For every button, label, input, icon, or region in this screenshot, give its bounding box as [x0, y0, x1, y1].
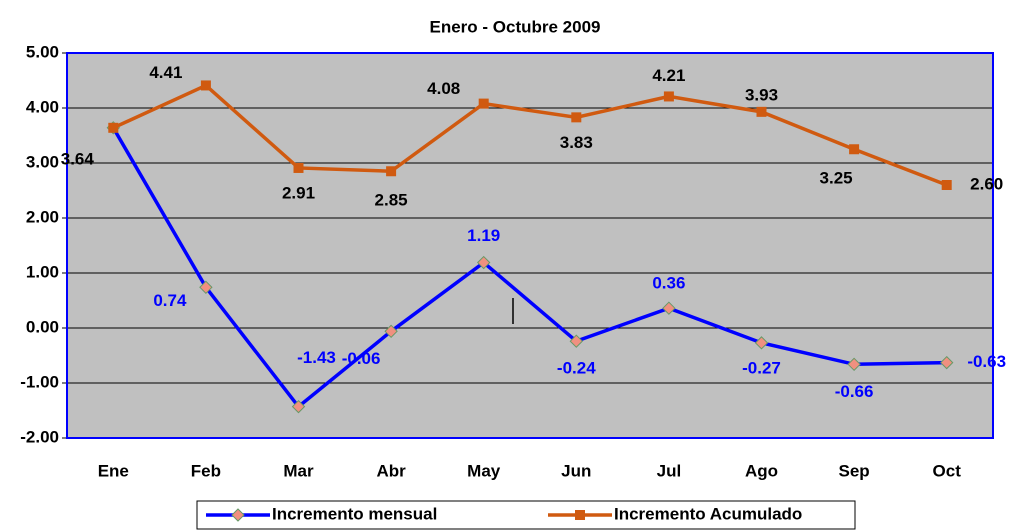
- x-tick-label: Jul: [657, 461, 682, 480]
- y-tick-label: 3.00: [26, 152, 59, 171]
- x-tick-label: Ago: [745, 461, 778, 480]
- y-tick-label: 4.00: [26, 97, 59, 116]
- series-line: [112, 83, 948, 187]
- data-label: 0.36: [652, 274, 685, 293]
- data-label: -0.63: [967, 352, 1006, 371]
- marker: [939, 355, 954, 370]
- data-label: 0.74: [153, 291, 187, 310]
- data-label: -0.66: [835, 382, 874, 401]
- x-tick-label: Abr: [376, 461, 406, 480]
- marker: [754, 336, 769, 350]
- marker: [108, 122, 119, 133]
- data-label: 3.93: [745, 85, 778, 104]
- marker: [662, 301, 676, 315]
- marker: [571, 112, 582, 123]
- x-tick-label: Mar: [283, 461, 314, 480]
- data-label: 2.91: [282, 183, 315, 202]
- marker: [384, 324, 398, 339]
- data-label: 1.19: [467, 226, 500, 245]
- data-label: 3.64: [61, 149, 95, 168]
- marker: [569, 334, 584, 348]
- data-label: 2.85: [375, 191, 408, 210]
- plot-area: [67, 53, 993, 438]
- legend-marker: [575, 510, 585, 520]
- chart-title: Enero - Octubre 2009: [429, 17, 600, 36]
- x-tick-label: Jun: [561, 461, 591, 480]
- y-tick-label: -1.00: [20, 372, 59, 391]
- marker: [476, 255, 491, 270]
- marker: [293, 162, 304, 173]
- marker: [200, 80, 211, 91]
- y-tick-label: 1.00: [26, 262, 59, 281]
- marker: [849, 144, 860, 155]
- x-tick-label: May: [467, 461, 501, 480]
- data-label: -1.43: [297, 348, 336, 367]
- x-tick-label: Feb: [191, 461, 221, 480]
- marker: [941, 180, 952, 190]
- x-tick-label: Sep: [839, 461, 870, 480]
- marker: [199, 280, 213, 295]
- data-label: 3.83: [560, 133, 593, 152]
- data-label: 4.08: [427, 79, 460, 98]
- legend-label: Incremento mensual: [272, 504, 437, 523]
- data-label: -0.06: [342, 349, 381, 368]
- data-label: 3.25: [820, 169, 853, 188]
- data-label: 4.21: [652, 66, 685, 85]
- marker: [478, 98, 489, 109]
- marker: [291, 399, 306, 414]
- series-line: [111, 126, 947, 410]
- legend-label: Incremento Acumulado: [614, 504, 802, 523]
- marker: [663, 91, 674, 102]
- y-tick-label: 0.00: [26, 317, 59, 336]
- y-tick-label: -2.00: [20, 427, 59, 446]
- data-label: -0.27: [742, 358, 781, 377]
- x-tick-label: Ene: [98, 461, 129, 480]
- x-tick-label: Oct: [933, 461, 962, 480]
- data-label: 2.60: [970, 174, 1003, 193]
- marker: [847, 357, 861, 372]
- data-label: 4.41: [149, 63, 182, 82]
- y-tick-label: 5.00: [26, 42, 59, 61]
- marker: [386, 166, 397, 177]
- plot-border: [66, 52, 994, 439]
- legend-marker: [231, 508, 245, 522]
- marker: [756, 106, 767, 117]
- data-label: -0.24: [557, 359, 596, 378]
- y-tick-label: 2.00: [26, 207, 59, 226]
- legend-box: [196, 500, 856, 530]
